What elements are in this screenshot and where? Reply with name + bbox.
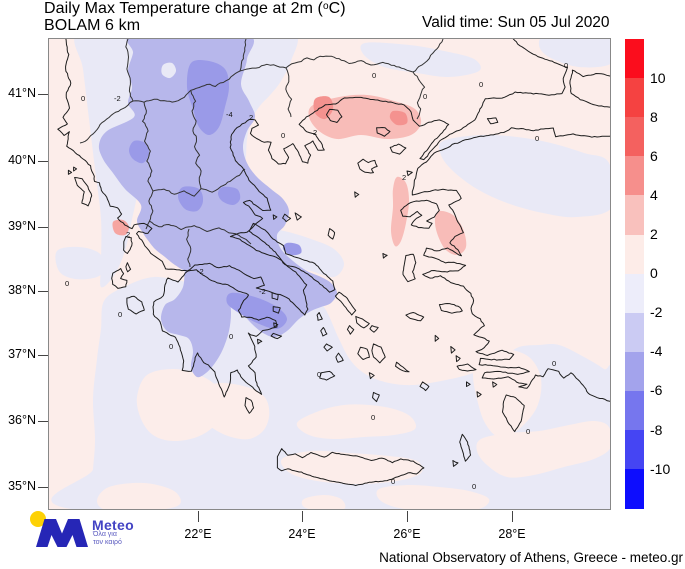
svg-text:0: 0 [65,279,69,288]
svg-text:-2: -2 [197,267,204,276]
svg-text:0: 0 [423,92,427,101]
svg-text:0: 0 [552,359,556,368]
svg-text:0: 0 [372,71,376,80]
svg-text:2: 2 [313,128,317,137]
svg-text:2: 2 [249,113,253,122]
svg-text:0: 0 [317,370,321,379]
svg-text:0: 0 [391,477,395,486]
svg-text:0: 0 [564,61,568,70]
svg-text:0: 0 [118,310,122,319]
svg-text:-4: -4 [226,110,233,119]
svg-text:0: 0 [371,413,375,422]
svg-text:0: 0 [526,427,530,436]
svg-text:2: 2 [402,173,406,182]
svg-text:0: 0 [281,131,285,140]
svg-text:0: 0 [535,134,539,143]
svg-text:2: 2 [126,230,130,239]
svg-text:0: 0 [472,482,476,491]
svg-text:-2: -2 [114,94,121,103]
svg-text:-2: -2 [259,287,266,296]
svg-text:0: 0 [229,332,233,341]
svg-text:0: 0 [479,80,483,89]
svg-text:0: 0 [169,342,173,351]
svg-text:0: 0 [81,94,85,103]
